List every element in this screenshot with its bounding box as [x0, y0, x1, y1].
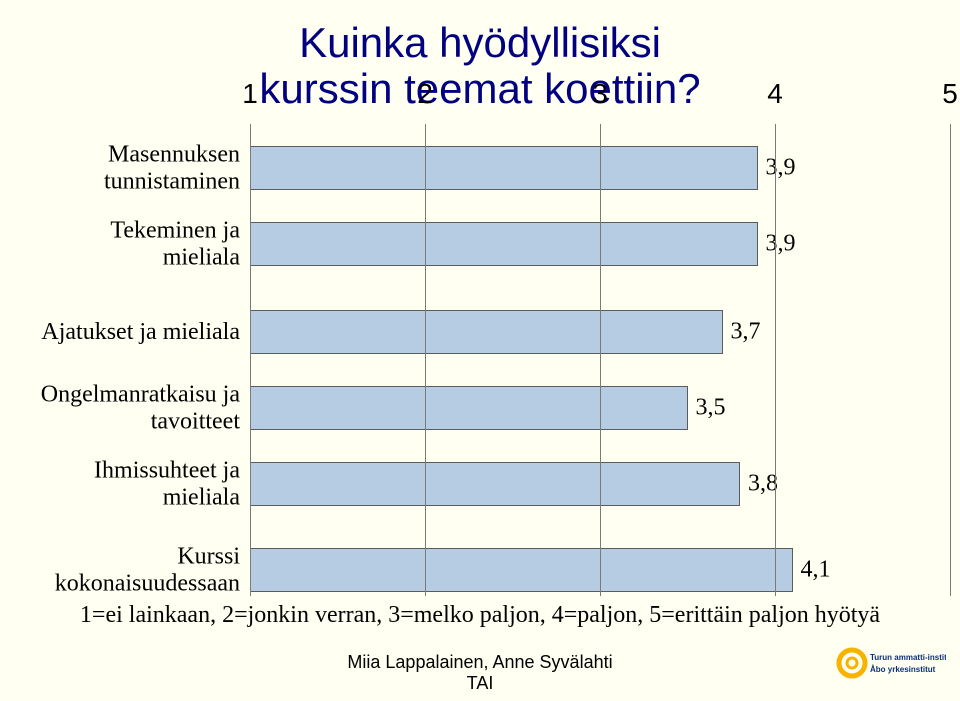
- credit-line1: Miia Lappalainen, Anne Syvälahti: [347, 652, 612, 672]
- x-gridline: [775, 124, 776, 596]
- x-gridline: [950, 124, 951, 596]
- chart-area: Masennuksentunnistaminen3,9Tekeminen ja …: [250, 116, 950, 596]
- title-line1: Kuinka hyödyllisiksi: [299, 19, 661, 66]
- category-label: Ajatukset ja mieliala: [30, 319, 250, 345]
- x-gridline: [600, 124, 601, 596]
- bar-value-label: 3,9: [758, 155, 796, 182]
- category-label: Ongelmanratkaisu jatavoitteet: [30, 382, 250, 435]
- title-line2: kurssin teemat koettiin?: [259, 65, 700, 112]
- bar-value-label: 3,5: [688, 395, 726, 422]
- category-label: Masennuksentunnistaminen: [30, 142, 250, 195]
- institution-logo: Turun ammatti-instituutti Åbo yrkesinsti…: [836, 637, 946, 689]
- logo-text-sv: Åbo yrkesinstitut: [870, 665, 936, 674]
- x-tick-label: 2: [417, 78, 433, 110]
- bar: [250, 462, 740, 506]
- x-tick-label: 1: [242, 78, 258, 110]
- bar-value-label: 3,8: [740, 471, 778, 498]
- bar-value-label: 3,9: [758, 231, 796, 258]
- credit-line2: TAI: [467, 673, 494, 693]
- category-label: Kurssikokonaisuudessaan: [30, 544, 250, 597]
- bar-value-label: 3,7: [723, 319, 761, 346]
- chart-title: Kuinka hyödyllisiksi kurssin teemat koet…: [40, 20, 920, 112]
- x-tick-label: 3: [592, 78, 608, 110]
- x-tick-label: 5: [942, 78, 958, 110]
- bar: [250, 548, 793, 592]
- category-label: Ihmissuhteet ja mieliala: [30, 458, 250, 511]
- x-tick-label: 4: [767, 78, 783, 110]
- x-gridline: [250, 124, 251, 596]
- category-label: Tekeminen ja mieliala: [30, 218, 250, 271]
- bar: [250, 310, 723, 354]
- footer-credit: Miia Lappalainen, Anne Syvälahti TAI: [0, 652, 960, 695]
- x-gridline: [425, 124, 426, 596]
- scale-footnote: 1=ei lainkaan, 2=jonkin verran, 3=melko …: [40, 602, 920, 629]
- bar-value-label: 4,1: [793, 557, 831, 584]
- slide: Kuinka hyödyllisiksi kurssin teemat koet…: [0, 0, 960, 701]
- bar: [250, 222, 758, 266]
- bar: [250, 146, 758, 190]
- logo-text-fi: Turun ammatti-instituutti: [870, 653, 946, 662]
- bar: [250, 386, 688, 430]
